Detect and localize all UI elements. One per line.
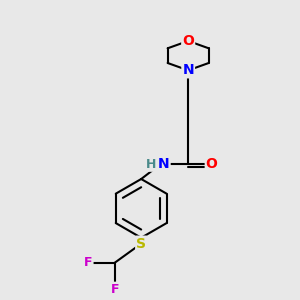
Text: H: H (146, 158, 156, 171)
Text: N: N (182, 63, 194, 77)
Text: O: O (206, 157, 218, 171)
Text: S: S (136, 237, 146, 250)
Text: F: F (84, 256, 93, 269)
Text: O: O (182, 34, 194, 48)
Text: F: F (110, 283, 119, 296)
Text: N: N (158, 157, 169, 171)
